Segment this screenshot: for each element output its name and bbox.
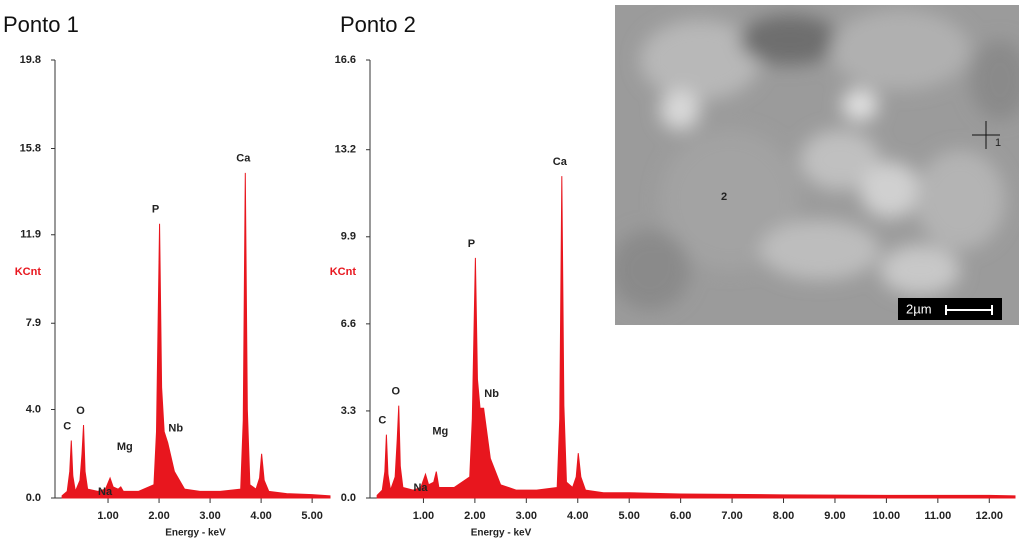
peak-label: Nb — [168, 423, 183, 435]
y-tick-label: 4.0 — [26, 403, 41, 415]
y-axis-label: KCnt — [330, 266, 357, 278]
x-tick-label: 3.00 — [199, 510, 220, 522]
y-tick-label: 13.2 — [335, 144, 356, 156]
peak-label: Ca — [236, 153, 251, 165]
x-tick-label: 3.00 — [516, 510, 537, 522]
chart-title: Ponto 2 — [340, 12, 416, 37]
x-tick-label: 1.00 — [413, 510, 434, 522]
peak-label: O — [76, 405, 85, 417]
y-tick-label: 16.6 — [335, 54, 356, 66]
x-axis-label: Energy - keV — [165, 528, 226, 539]
spectrum — [61, 172, 331, 499]
peak-label: C — [378, 415, 386, 427]
peak-label: C — [63, 420, 71, 432]
peak-label: Mg — [432, 426, 448, 438]
peak-label: Na — [413, 482, 428, 494]
x-tick-label: 5.00 — [618, 510, 639, 522]
sem-image: 2 1 2µm — [615, 5, 1019, 325]
y-tick-label: 9.9 — [341, 231, 356, 243]
y-tick-label: 0.0 — [26, 492, 41, 504]
x-tick-label: 6.00 — [670, 510, 691, 522]
point-label: 1 — [995, 137, 1001, 149]
y-tick-label: 15.8 — [20, 142, 41, 154]
x-tick-label: 5.00 — [301, 510, 322, 522]
y-tick-label: 0.0 — [341, 492, 356, 504]
x-tick-label: 7.00 — [721, 510, 742, 522]
x-tick-label: 9.00 — [824, 510, 845, 522]
y-tick-label: 6.6 — [341, 318, 356, 330]
x-tick-label: 8.00 — [773, 510, 794, 522]
peak-label: P — [468, 238, 475, 250]
x-axis-label: Energy - keV — [471, 528, 532, 539]
peak-label: O — [391, 386, 400, 398]
chart-title: Ponto 1 — [3, 12, 79, 37]
peak-label: Nb — [484, 388, 499, 400]
peak-label: P — [152, 204, 159, 216]
x-tick-label: 4.00 — [567, 510, 588, 522]
x-tick-label: 4.00 — [250, 510, 271, 522]
spectrum — [376, 176, 1016, 499]
peak-label: Mg — [117, 441, 133, 453]
y-axis-label: KCnt — [15, 266, 42, 278]
peak-label: Na — [98, 486, 113, 498]
x-tick-label: 12.00 — [976, 510, 1004, 522]
peak-label: Ca — [553, 156, 568, 168]
x-tick-label: 2.00 — [148, 510, 169, 522]
x-tick-label: 2.00 — [464, 510, 485, 522]
x-tick-label: 1.00 — [97, 510, 118, 522]
y-tick-label: 19.8 — [20, 54, 41, 66]
y-tick-label: 3.3 — [341, 405, 356, 417]
x-tick-label: 10.00 — [873, 510, 901, 522]
y-tick-label: 11.9 — [20, 229, 41, 241]
x-tick-label: 11.00 — [924, 510, 951, 522]
scale-bar-label: 2µm — [906, 301, 932, 316]
y-tick-label: 7.9 — [26, 317, 41, 329]
point-label: 2 — [721, 191, 727, 203]
